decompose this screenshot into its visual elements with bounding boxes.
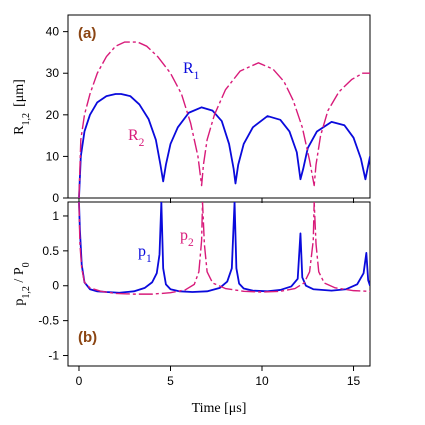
- x-axis-title: Time [μs]: [192, 401, 247, 416]
- series-label-p2: p2: [180, 227, 194, 249]
- xtick-label: 5: [167, 374, 174, 388]
- panel-label: (b): [78, 329, 97, 346]
- plot-frame-0: [67, 14, 371, 199]
- ytick-label: -1: [48, 349, 59, 363]
- series-line-R1: [78, 93, 370, 198]
- series-line-p1: [78, 202, 370, 294]
- ytick-label: 0.5: [42, 244, 59, 258]
- ytick-label: 0: [52, 191, 59, 205]
- plot-frame-1: [67, 201, 371, 367]
- ytick-label: 1: [52, 209, 59, 223]
- ytick-label: 10: [46, 149, 60, 163]
- y-axis-title: p1,2 / P0: [12, 262, 32, 305]
- xtick-label: 15: [347, 374, 361, 388]
- ytick-label: 0: [52, 279, 59, 293]
- ytick-label: 30: [46, 66, 60, 80]
- panel-a: 0 10 20 30 40 R1 R2 (a) R1,2[μm]: [12, 14, 371, 205]
- ytick-label: -0.5: [38, 314, 59, 328]
- y-axis-title: R1,2[μm]: [12, 79, 32, 135]
- ytick-label: 20: [46, 108, 60, 122]
- xtick-label: 10: [255, 374, 269, 388]
- series-label-p1: p1: [138, 243, 152, 265]
- ytick-label: 40: [46, 25, 60, 39]
- series-label-R2: R2: [128, 127, 145, 149]
- series-label-R1: R1: [183, 60, 200, 82]
- series-line-R2: [78, 41, 370, 198]
- panel-label: (a): [78, 25, 96, 42]
- series-line-p2: [78, 202, 370, 295]
- xtick-label: 0: [76, 374, 83, 388]
